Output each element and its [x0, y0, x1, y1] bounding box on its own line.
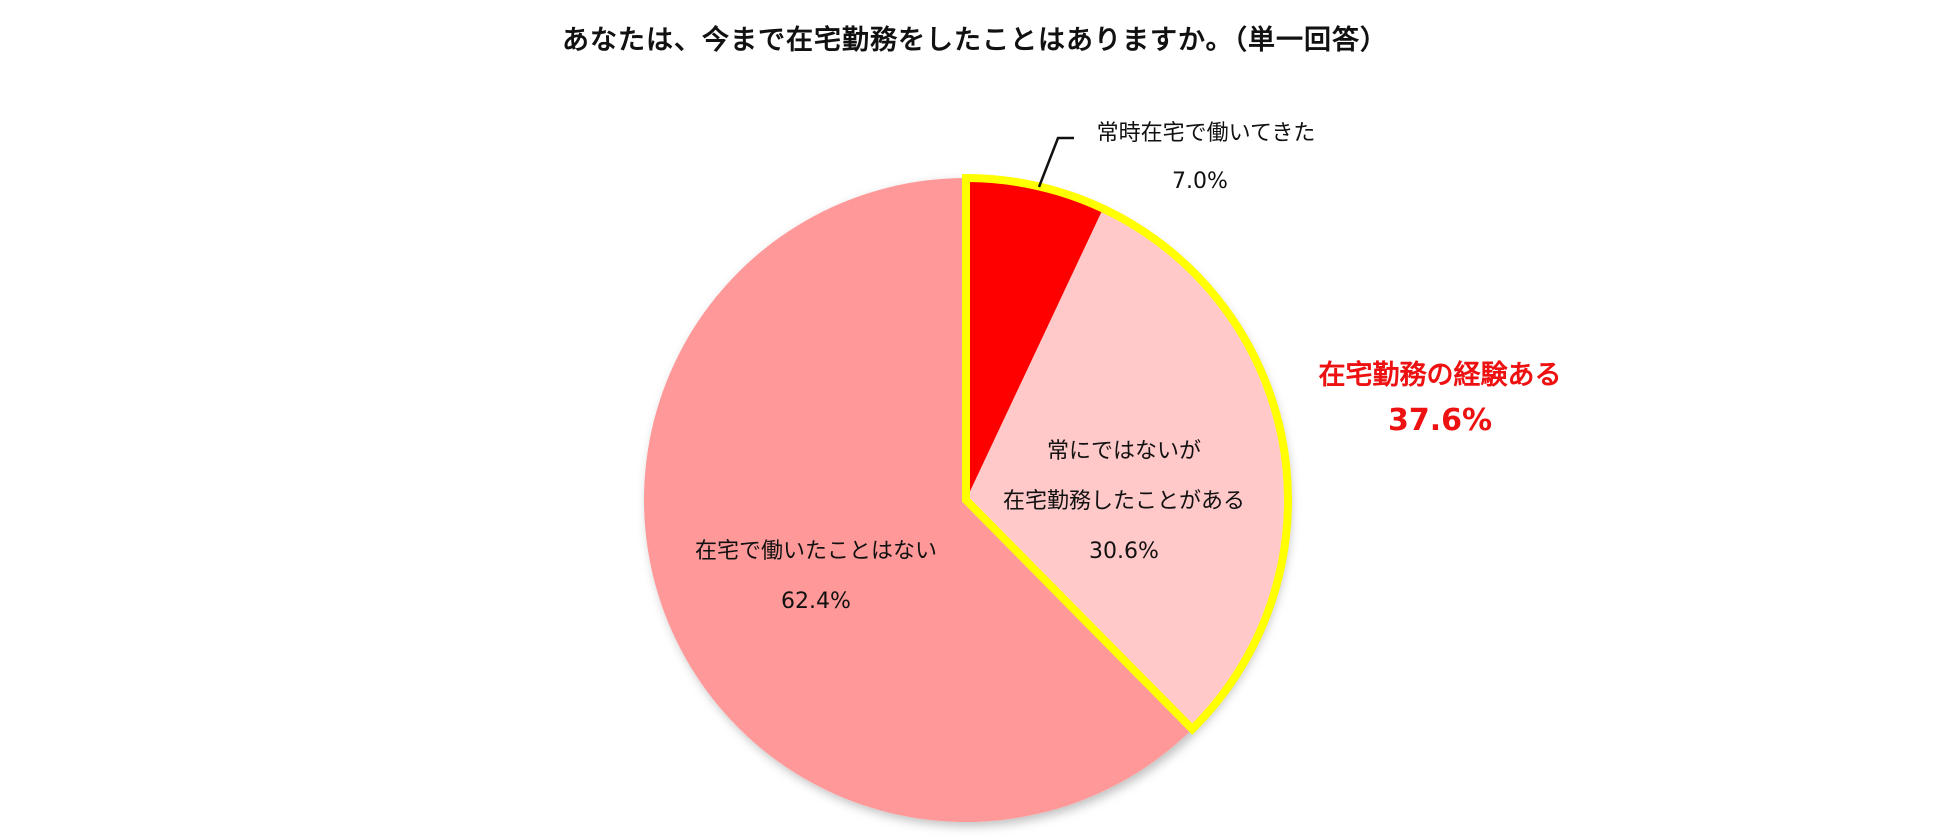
highlight-label: 在宅勤務の経験ある — [1319, 359, 1562, 391]
slice-2-label-line-1: 常にではないが — [1047, 439, 1201, 464]
slice-3-label: 在宅で働いたことはない — [695, 539, 937, 564]
highlight-outline-path — [962, 173, 1292, 735]
chart-title: あなたは、今まで在宅勤務をしたことはありますか。（単一回答） — [562, 25, 1388, 56]
pie-slice-1 — [966, 178, 1104, 500]
slice-1-label: 常時在宅で働いてきた — [1097, 121, 1316, 146]
slice-1-value: 7.0% — [1172, 169, 1228, 194]
highlight-outline — [962, 173, 1292, 735]
slice-2-value: 30.6% — [1089, 539, 1159, 564]
highlight-value: 37.6% — [1388, 403, 1492, 438]
pie-slices — [644, 177, 1288, 822]
pie-slice-2 — [966, 208, 1288, 730]
slice-3-value: 62.4% — [781, 589, 851, 614]
slice-2-label-line-2: 在宅勤務したことがある — [1003, 489, 1245, 514]
pie-slice-3 — [644, 177, 1193, 822]
highlight-callout: 在宅勤務の経験ある 37.6% — [1319, 359, 1562, 438]
leader-lines — [1037, 136, 1074, 188]
leader-line-slice-1 — [1037, 136, 1074, 188]
